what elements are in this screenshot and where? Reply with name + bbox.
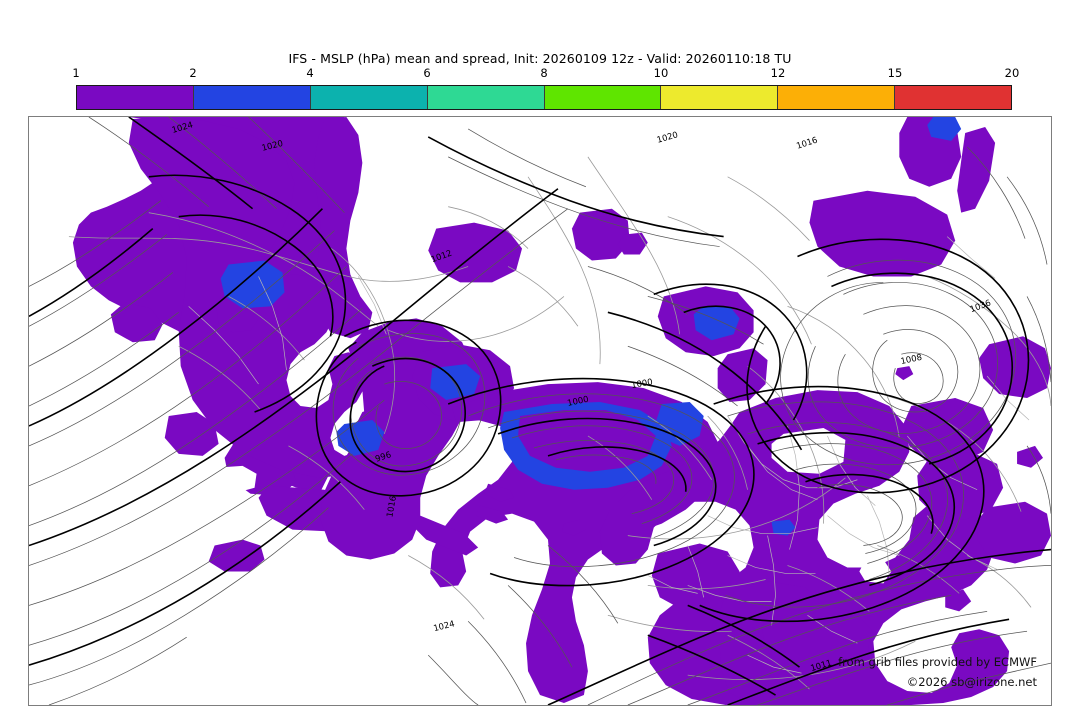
spread-streak-1 <box>412 515 479 556</box>
spread-dot-4 <box>561 519 586 536</box>
colorbar-tick-4: 4 <box>306 66 314 80</box>
spread-patch-greenland-e2 <box>617 232 648 255</box>
colorbar-legend: 1 2 4 6 8 10 12 15 20 <box>72 66 1019 110</box>
spread-patch-barents-strip <box>957 126 996 213</box>
spread-core-atlantic-2 <box>655 402 704 446</box>
contour-label: 1016 <box>384 495 398 518</box>
spread-patch-europe <box>599 390 1010 705</box>
contour-label: 1000 <box>630 376 653 390</box>
colorbar-band-6 <box>661 86 779 109</box>
spread-patch-greenland <box>128 117 383 478</box>
colorbar-tick-10: 10 <box>653 66 669 80</box>
contour-label: 1000 <box>566 394 589 408</box>
contour-label: 1016 <box>795 135 819 151</box>
colorbar-band-2 <box>193 86 311 109</box>
spread-core-greenland <box>220 260 285 309</box>
spread-patch-group <box>128 117 1051 705</box>
contour-label: 1020 <box>656 129 680 145</box>
colorbar-tick-1: 1 <box>72 66 80 80</box>
colorbar-tick-8: 8 <box>540 66 548 80</box>
spread-patch-norway-coast <box>717 348 768 403</box>
colorbar-band-1 <box>77 86 194 109</box>
colorbar-tick-12: 12 <box>770 66 786 80</box>
spread-streak-2 <box>476 505 509 524</box>
spread-patch-europe-far-e <box>977 501 1051 564</box>
colorbar-band-7 <box>778 86 896 109</box>
spread-patch-russia-n <box>809 190 956 277</box>
isobars-thin <box>29 117 1051 705</box>
colorbar-bands <box>76 85 1012 110</box>
country-borders <box>188 236 1030 674</box>
contour-label: 1008 <box>900 352 923 366</box>
isobars-bold <box>29 117 1051 705</box>
credit-copyright: ©2026 sb@irizone.net <box>906 675 1037 689</box>
spread-core-barents <box>927 117 962 141</box>
spread-hole-europe-1 <box>771 427 846 474</box>
colorbar-band-5 <box>544 86 662 109</box>
spread-streak-3 <box>484 483 515 502</box>
coastlines <box>68 156 1051 690</box>
weather-map: 1024 1020 1012 1016 1000 1000 996 1024 1… <box>29 117 1051 705</box>
spread-patch-greenland-e <box>571 208 630 261</box>
colorbar-tick-2: 2 <box>189 66 197 80</box>
map-plot-area[interactable]: 1024 1020 1012 1016 1000 1000 996 1024 1… <box>28 116 1052 706</box>
colorbar-band-3 <box>310 86 428 109</box>
colorbar-tick-20: 20 <box>1004 66 1020 80</box>
colorbar-tick-6: 6 <box>423 66 431 80</box>
spread-dot-3 <box>945 589 972 612</box>
credit-source: from grib files provided by ECMWF <box>838 655 1037 669</box>
colorbar-tick-15: 15 <box>887 66 903 80</box>
spread-patch-iceland-n <box>428 222 523 283</box>
colorbar-band-8 <box>895 86 1011 109</box>
spread-hole-greenland <box>212 465 257 494</box>
spread-core-europe <box>771 519 796 536</box>
colorbar-band-4 <box>427 86 545 109</box>
spread-dot-2 <box>1017 445 1044 468</box>
page-title: IFS - MSLP (hPa) mean and spread, Init: … <box>288 51 792 66</box>
spread-dot-1 <box>657 551 680 568</box>
spread-core-atlantic-inner <box>518 410 656 472</box>
contour-label: 996 <box>374 449 392 463</box>
spread-patch-italy <box>719 627 772 702</box>
spread-dot-5 <box>895 366 914 381</box>
